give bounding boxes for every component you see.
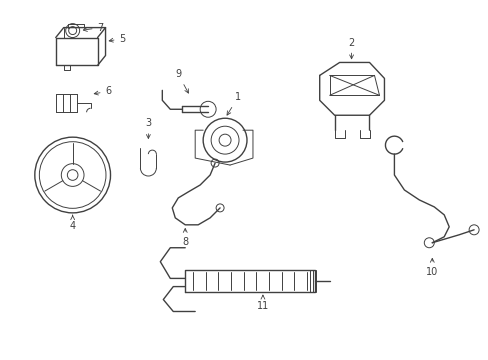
Text: 11: 11 xyxy=(256,295,268,311)
Text: 4: 4 xyxy=(69,215,76,231)
Text: 2: 2 xyxy=(348,37,354,59)
Text: 3: 3 xyxy=(145,118,151,139)
Text: 1: 1 xyxy=(226,92,241,115)
Text: 9: 9 xyxy=(175,69,188,93)
Text: 6: 6 xyxy=(94,86,111,96)
Text: 10: 10 xyxy=(425,258,438,276)
Text: 5: 5 xyxy=(109,33,125,44)
Text: 8: 8 xyxy=(182,229,188,247)
Text: 7: 7 xyxy=(83,23,103,32)
